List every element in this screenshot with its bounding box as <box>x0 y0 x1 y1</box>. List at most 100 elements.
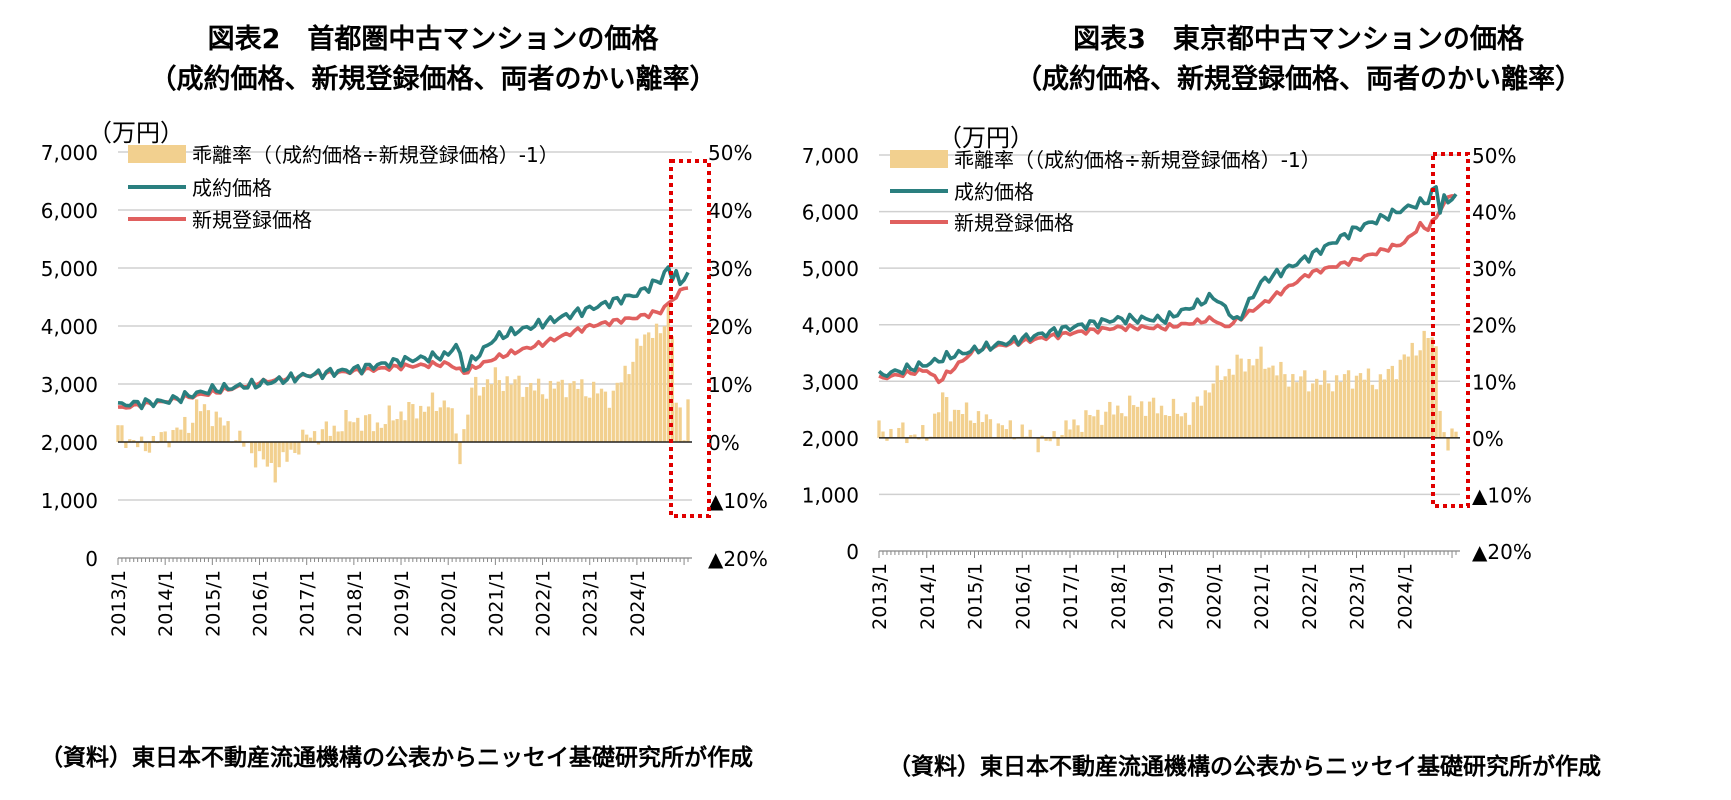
bar <box>976 411 981 438</box>
y-tick-label: 1,000 <box>802 483 859 507</box>
bar <box>580 379 584 442</box>
bar <box>167 442 171 448</box>
legend-swatch-bar <box>890 150 948 168</box>
bar <box>544 398 549 442</box>
bar <box>1108 401 1112 438</box>
bar <box>940 392 945 438</box>
bar <box>1386 368 1391 438</box>
x-tick-label: 2022/1 <box>1299 563 1321 630</box>
bar <box>603 391 608 442</box>
bar <box>1004 429 1009 438</box>
bar <box>1358 373 1363 438</box>
x-tick-label: 2014/1 <box>917 563 939 630</box>
y-unit-label: （万円） <box>938 124 1034 152</box>
bar <box>1179 416 1184 438</box>
y-unit-label: （万円） <box>88 119 184 147</box>
bar <box>564 397 568 442</box>
chart-svg-right: 7,000 6,000 5,000 4,000 3,000 2,000 1,000 0 50% 4… <box>802 144 1532 630</box>
bar <box>1315 378 1319 438</box>
source-note: （資料）東日本不動産流通機構の公表からニッセイ基礎研究所が作成 <box>888 754 1601 780</box>
bar <box>572 381 576 442</box>
bar <box>1012 437 1016 440</box>
y-tick-label: 3,000 <box>802 370 859 394</box>
bar <box>1135 406 1140 438</box>
bar <box>1430 337 1434 438</box>
bar <box>1207 392 1211 438</box>
bar <box>1064 420 1068 438</box>
bar <box>139 436 144 442</box>
bar <box>1259 346 1263 438</box>
bar <box>132 440 136 442</box>
legend-label: 乖離率（（成約価格÷新規登録価格）-1） <box>192 143 559 167</box>
bar <box>1092 416 1096 438</box>
bar <box>513 379 517 442</box>
bar <box>968 420 973 438</box>
bar <box>1139 401 1144 438</box>
bar <box>536 378 541 442</box>
bar <box>1155 413 1160 438</box>
bar <box>257 442 262 452</box>
y2-tick-label: 40% <box>1472 201 1516 225</box>
bar <box>1390 365 1395 438</box>
bar <box>1147 401 1152 438</box>
bar <box>446 407 450 442</box>
bar <box>1112 414 1116 438</box>
legend-label: 成約価格 <box>954 180 1034 204</box>
y2-tick-label: 30% <box>1472 257 1516 281</box>
y-tick-label: 5,000 <box>802 257 859 281</box>
bar <box>960 414 965 438</box>
bar <box>631 361 635 442</box>
bar <box>588 397 592 442</box>
bar <box>458 442 462 465</box>
bar <box>1362 379 1367 438</box>
bar <box>1080 431 1084 438</box>
bar <box>116 425 120 442</box>
bar <box>462 429 466 442</box>
x-tick-label: 2014/1 <box>155 570 177 637</box>
bar <box>367 414 372 442</box>
bar <box>222 425 226 442</box>
bar <box>521 396 525 442</box>
bar <box>1414 355 1418 438</box>
bar <box>277 442 281 468</box>
bar <box>1000 425 1005 438</box>
bar <box>234 440 238 442</box>
bar <box>897 427 901 438</box>
bar <box>670 336 674 442</box>
bar <box>336 431 340 442</box>
y2-tick-label: 0% <box>708 431 740 455</box>
bar <box>952 409 957 438</box>
y-tick-label: 0 <box>846 540 859 564</box>
bar <box>1354 375 1359 438</box>
bar <box>1374 389 1379 438</box>
bar <box>120 425 124 442</box>
bar <box>1382 379 1387 438</box>
x-tick-label: 2015/1 <box>202 570 224 637</box>
bar <box>611 390 615 442</box>
bar <box>552 388 556 442</box>
bar <box>560 379 564 442</box>
bar <box>214 411 218 442</box>
y-tick-label: 7,000 <box>802 144 859 168</box>
bar <box>944 397 949 438</box>
y2-tick-label: 30% <box>708 257 752 281</box>
bar <box>1323 370 1327 438</box>
bar <box>344 409 348 442</box>
bar <box>662 326 667 442</box>
bar <box>305 434 309 442</box>
bar <box>623 365 627 442</box>
bar <box>505 376 509 442</box>
legend-label: 新規登録価格 <box>954 211 1074 235</box>
bar <box>1227 368 1231 438</box>
bar <box>419 405 423 442</box>
bar <box>1167 415 1172 438</box>
bar <box>1231 374 1235 438</box>
bar <box>1346 370 1351 438</box>
bar <box>143 442 148 452</box>
bar <box>556 381 560 442</box>
bar <box>1422 330 1426 438</box>
series-line <box>117 286 689 410</box>
bar <box>584 396 588 442</box>
x-tick-label: 2013/1 <box>869 563 891 630</box>
y-tick-label: 2,000 <box>802 427 859 451</box>
